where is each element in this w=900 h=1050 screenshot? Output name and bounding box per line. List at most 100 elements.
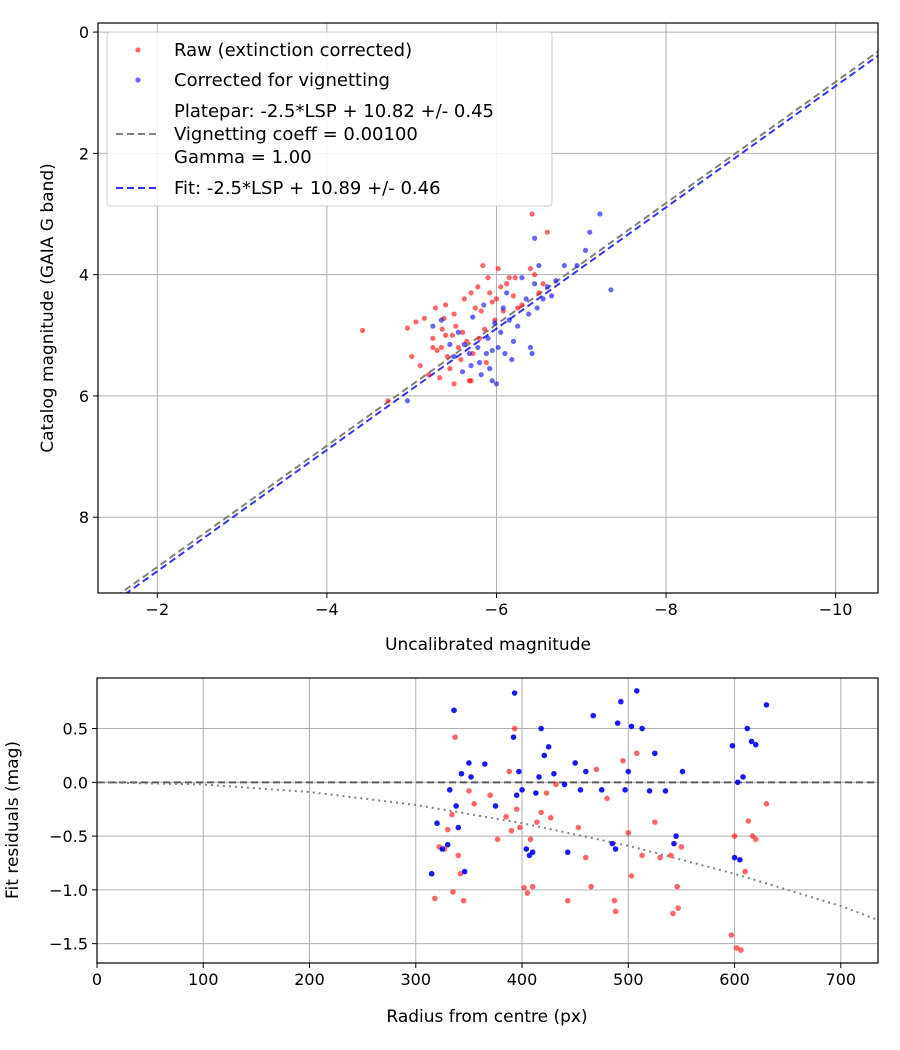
corrected-point bbox=[628, 723, 635, 730]
y-tick-label: 2 bbox=[79, 144, 89, 163]
raw-point bbox=[517, 824, 523, 831]
corrected-point bbox=[614, 720, 621, 726]
corrected-point bbox=[523, 846, 530, 852]
raw-point bbox=[728, 932, 735, 938]
x-tick-label: 0 bbox=[92, 970, 102, 989]
corrected-point bbox=[489, 347, 495, 354]
corrected-point bbox=[470, 314, 476, 320]
raw-point bbox=[471, 801, 478, 807]
corrected-point bbox=[466, 760, 472, 766]
y-tick-label: 6 bbox=[79, 387, 89, 406]
corrected-point bbox=[740, 774, 746, 780]
raw-point bbox=[449, 811, 455, 818]
raw-point bbox=[532, 272, 538, 278]
bottom-ticks: 0 100 200 300 400 500 600 700 0.5 0.0 −0.5 −1.0 −1.5 bbox=[49, 720, 856, 989]
corrected-point bbox=[481, 302, 487, 308]
corrected-point bbox=[404, 398, 411, 404]
raw-point bbox=[657, 854, 663, 861]
raw-point bbox=[413, 319, 419, 325]
raw-point bbox=[575, 824, 582, 831]
raw-point bbox=[593, 766, 600, 773]
corrected-point bbox=[461, 868, 468, 875]
legend-label-platepar-line: Vignetting coeff = 0.00100 bbox=[174, 124, 418, 145]
legend-label-platepar: Platepar: -2.5*LSP + 10.82 +/- 0.45 Vigne… bbox=[174, 101, 494, 168]
corrected-point bbox=[544, 284, 550, 290]
y-tick-label: 0 bbox=[79, 23, 89, 42]
y-tick-label: −1.5 bbox=[49, 935, 88, 954]
raw-point bbox=[438, 344, 444, 351]
corrected-point bbox=[513, 792, 520, 799]
corrected-point bbox=[475, 344, 481, 351]
raw-point bbox=[434, 347, 440, 354]
corrected-point bbox=[729, 742, 736, 749]
raw-point bbox=[472, 305, 478, 311]
corrected-point bbox=[468, 363, 474, 369]
x-tick-label: −8 bbox=[654, 600, 678, 619]
corrected-point bbox=[468, 774, 474, 780]
legend-label-platepar-line: Gamma = 1.00 bbox=[174, 147, 312, 168]
raw-point bbox=[437, 375, 443, 381]
corrected-point bbox=[492, 320, 498, 326]
corrected-point bbox=[553, 278, 559, 284]
corrected-point bbox=[622, 787, 628, 793]
raw-point bbox=[733, 945, 740, 951]
legend-marker-raw bbox=[135, 47, 141, 53]
corrected-point bbox=[446, 787, 453, 793]
raw-point bbox=[508, 827, 515, 834]
raw-point bbox=[449, 332, 455, 338]
raw-point bbox=[432, 305, 439, 311]
x-tick-label: 500 bbox=[613, 970, 644, 989]
raw-point bbox=[439, 326, 445, 332]
corrected-point bbox=[548, 293, 555, 299]
corrected-point bbox=[447, 341, 453, 347]
raw-point bbox=[482, 326, 488, 332]
raw-point bbox=[495, 265, 501, 272]
raw-point bbox=[524, 890, 531, 896]
raw-point bbox=[430, 335, 436, 341]
raw-point bbox=[460, 897, 467, 904]
raw-point bbox=[536, 290, 542, 296]
corrected-point bbox=[511, 690, 518, 696]
raw-point bbox=[421, 315, 428, 321]
legend: Raw (extinction corrected) Corrected for… bbox=[106, 31, 553, 207]
raw-point bbox=[450, 889, 456, 895]
corrected-point bbox=[487, 366, 493, 372]
legend-label-fit: Fit: -2.5*LSP + 10.89 +/- 0.46 bbox=[174, 178, 441, 199]
x-tick-label: −10 bbox=[819, 600, 853, 619]
raw-point bbox=[466, 788, 472, 794]
raw-point bbox=[458, 356, 464, 363]
corrected-point bbox=[597, 211, 603, 217]
corrected-point bbox=[500, 305, 506, 311]
y-tick-label: 8 bbox=[79, 508, 89, 527]
corrected-point bbox=[538, 725, 544, 732]
raw-point bbox=[612, 908, 619, 915]
raw-point bbox=[487, 792, 493, 799]
corrected-point bbox=[455, 329, 461, 335]
bottom-y-axis-label: Fit residuals (mag) bbox=[3, 741, 23, 899]
corrected-point bbox=[590, 712, 597, 719]
raw-point bbox=[529, 883, 536, 890]
corrected-point bbox=[439, 846, 446, 852]
corrected-point bbox=[483, 350, 489, 357]
corrected-point bbox=[529, 350, 535, 357]
raw-point bbox=[443, 332, 449, 338]
y-tick-label: −0.5 bbox=[49, 827, 88, 846]
raw-point bbox=[534, 819, 540, 825]
corrected-point bbox=[744, 725, 751, 732]
corrected-point bbox=[753, 741, 759, 748]
corrected-point bbox=[587, 229, 593, 235]
raw-point bbox=[444, 826, 451, 833]
raw-point bbox=[547, 815, 554, 821]
raw-point bbox=[625, 830, 632, 836]
fit-line-3 bbox=[125, 54, 878, 593]
legend-box bbox=[106, 31, 553, 207]
raw-point bbox=[543, 790, 550, 796]
corrected-point bbox=[461, 341, 467, 347]
raw-point bbox=[443, 302, 449, 308]
corrected-point bbox=[572, 760, 578, 766]
raw-point bbox=[639, 852, 645, 859]
corrected-point bbox=[526, 311, 532, 317]
bottom-x-axis-label: Radius from centre (px) bbox=[386, 1007, 587, 1027]
corrected-point bbox=[434, 820, 440, 826]
raw-point bbox=[451, 381, 457, 387]
